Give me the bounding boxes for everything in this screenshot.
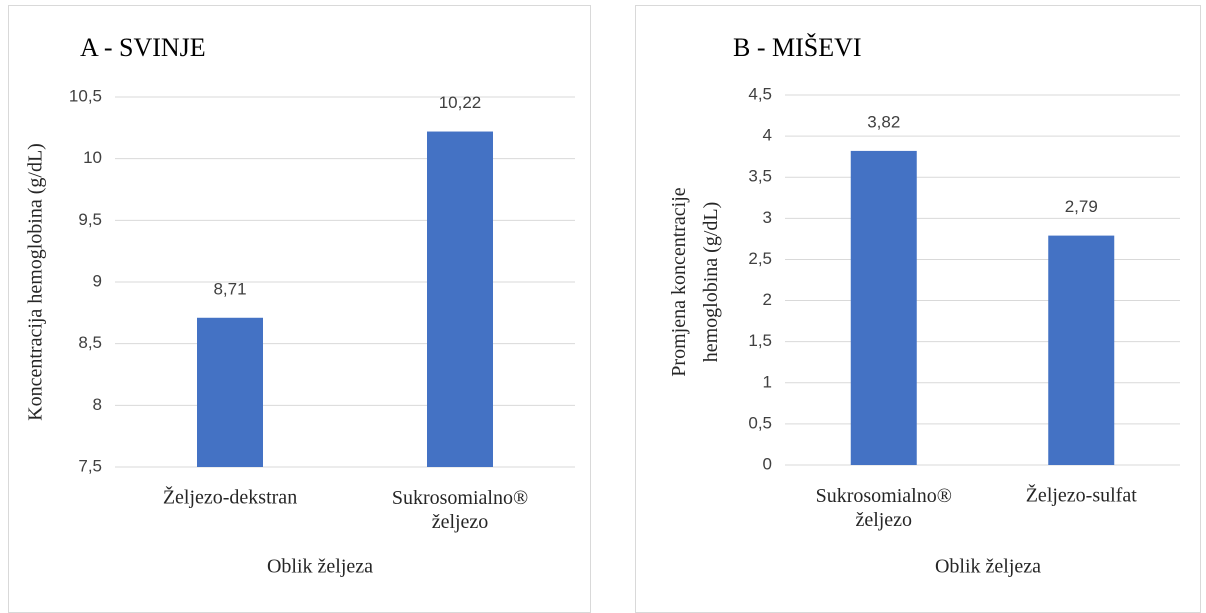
y-tick-label: 10,5 xyxy=(69,86,102,105)
x-tick-label: Sukrosomialno® željezo xyxy=(392,487,528,533)
x-tick-label: Željezo-sulfat xyxy=(1026,484,1137,507)
bar xyxy=(850,150,917,465)
bar xyxy=(197,317,263,467)
y-tick-label: 10 xyxy=(83,148,102,167)
y-tick-label: 2,5 xyxy=(748,249,772,268)
y-tick-label: 2 xyxy=(763,290,772,309)
chart-title: A - SVINJE xyxy=(80,33,206,62)
bar xyxy=(427,131,493,468)
y-axis-label: Promjena koncentracije hemoglobina (g/dL) xyxy=(668,187,722,376)
y-axis-label: Koncentracija hemoglobina (g/dL) xyxy=(25,143,47,421)
x-tick-label: Sukrosomialno® željezo xyxy=(816,485,952,531)
y-tick-label: 8,5 xyxy=(78,333,102,352)
y-tick-label: 4,5 xyxy=(748,84,772,103)
value-label: 8,71 xyxy=(213,279,246,298)
bar xyxy=(1048,235,1115,465)
x-tick-label: Željezo-dekstran xyxy=(163,486,297,509)
y-tick-label: 0,5 xyxy=(748,413,772,432)
y-tick-label: 9,5 xyxy=(78,210,102,229)
value-label: 3,82 xyxy=(867,112,900,131)
y-tick-label: 3 xyxy=(763,208,772,227)
value-label: 2,79 xyxy=(1065,197,1098,216)
y-tick-label: 4 xyxy=(763,126,772,145)
y-tick-label: 8 xyxy=(93,395,102,414)
x-axis-label: Oblik željeza xyxy=(267,556,373,578)
y-tick-label: 1,5 xyxy=(748,331,772,350)
chart-title: B - MIŠEVI xyxy=(733,33,862,62)
y-tick-label: 1 xyxy=(763,372,772,391)
y-tick-label: 7,5 xyxy=(78,456,102,475)
y-tick-label: 0 xyxy=(763,454,772,473)
y-tick-label: 9 xyxy=(93,271,102,290)
x-axis-label: Oblik željeza xyxy=(935,556,1041,578)
value-label: 10,22 xyxy=(439,93,482,112)
y-tick-label: 3,5 xyxy=(748,167,772,186)
